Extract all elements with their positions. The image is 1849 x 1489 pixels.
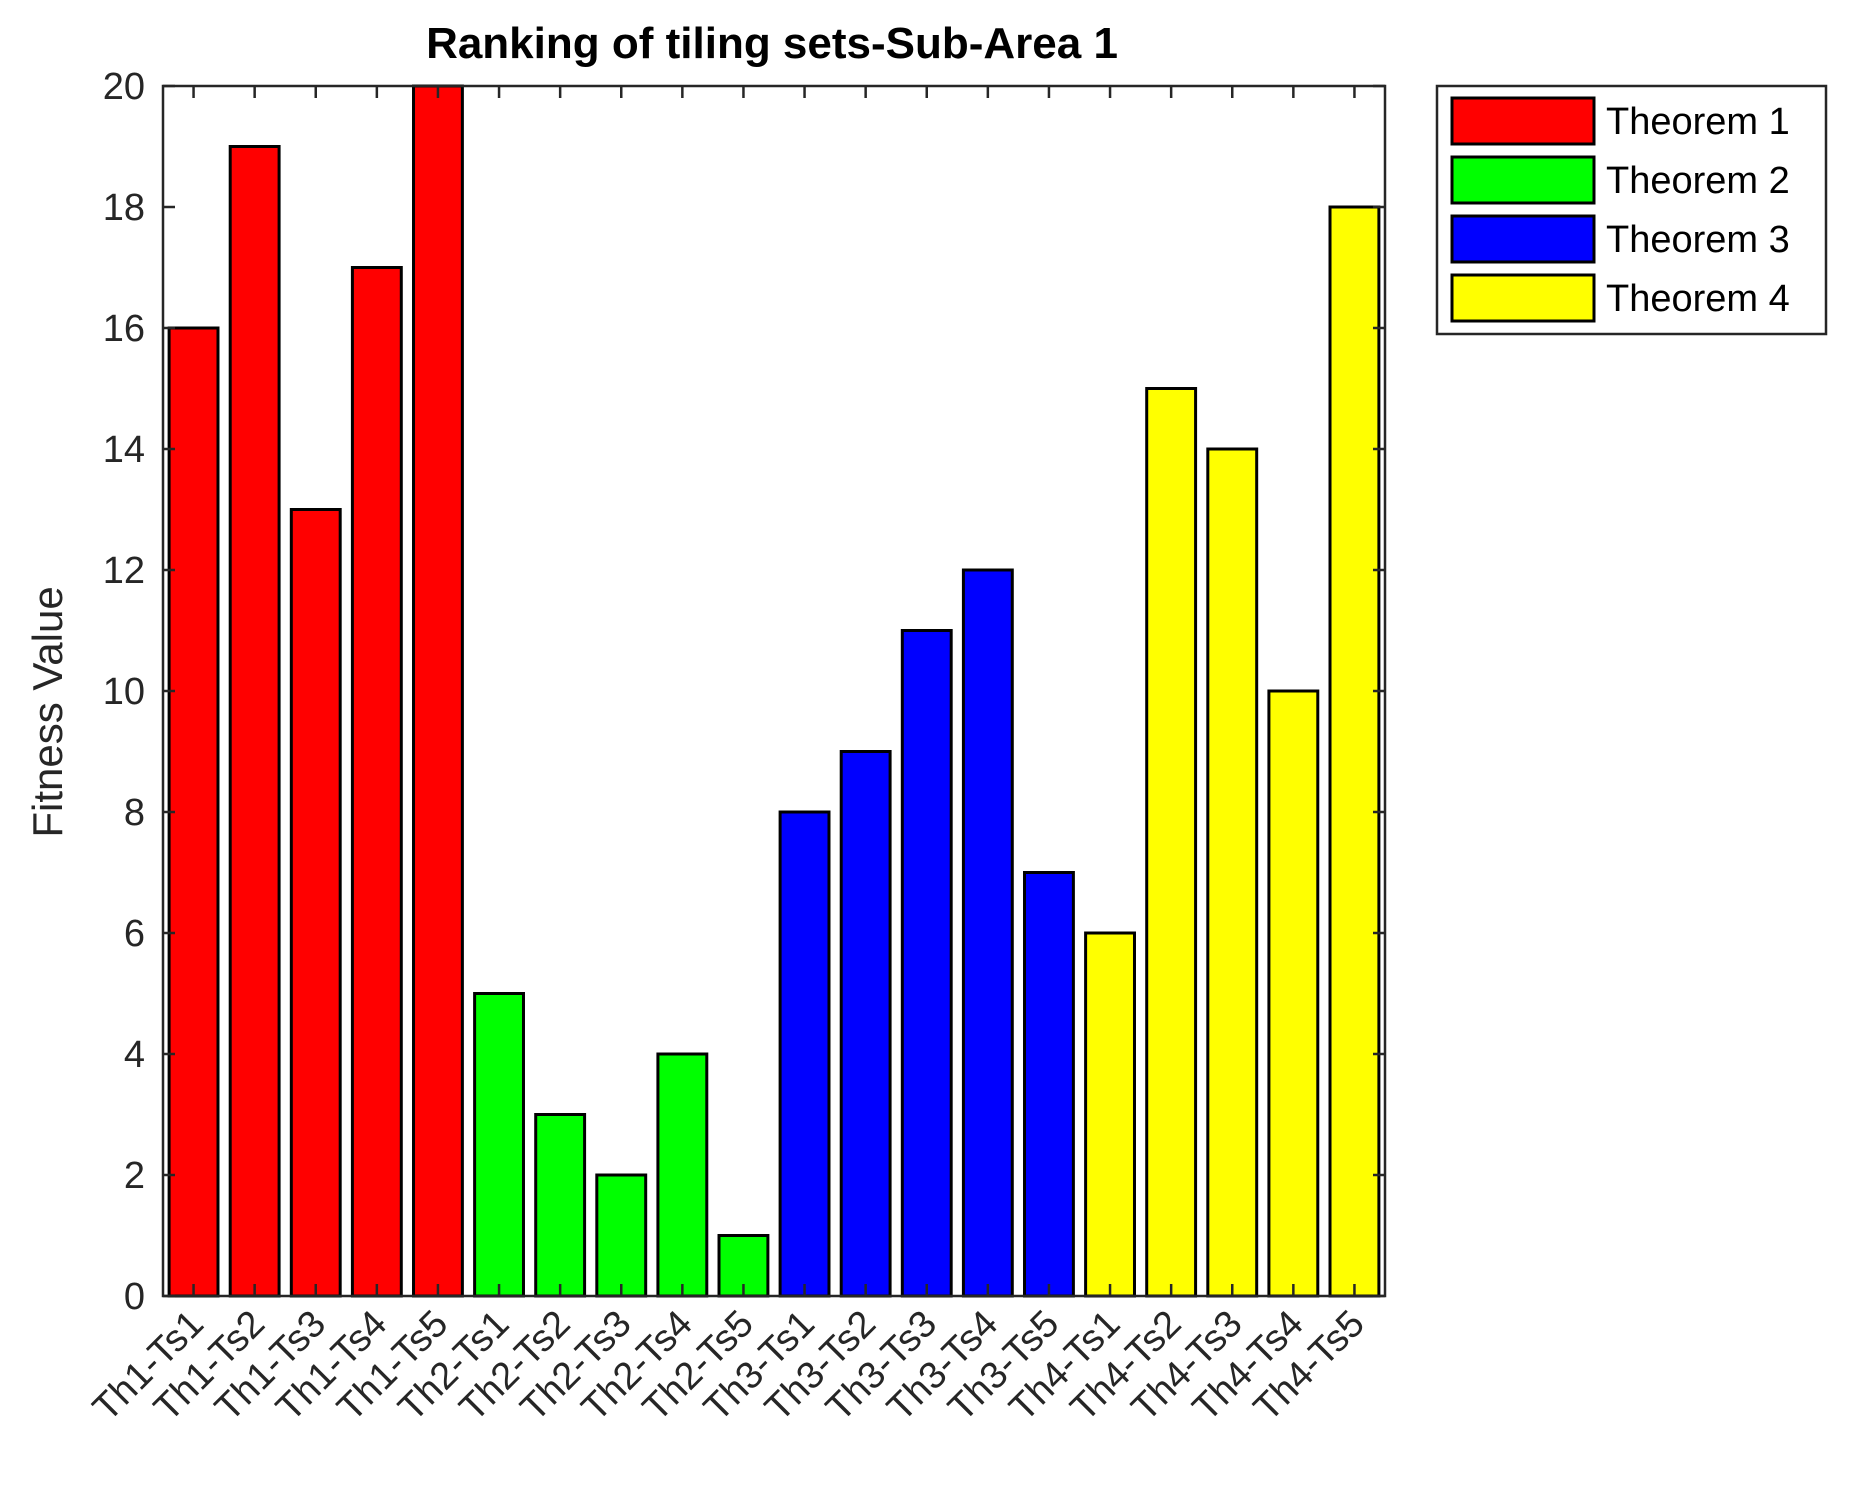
bar-th2-ts2 [534,1113,587,1298]
bar-th4-ts2 [1145,387,1198,1298]
y-tick-label: 20 [103,66,145,108]
legend-swatch [1450,214,1596,264]
bar-th1-ts5 [412,84,464,1298]
y-tick-label: 14 [103,429,145,471]
bar-th1-ts4 [350,266,403,1298]
y-tick-label: 4 [124,1034,145,1076]
bar-th1-ts1 [167,326,220,1298]
bar-th2-ts1 [473,992,525,1298]
bars-layer [167,84,1381,1298]
bar-th3-ts3 [900,629,953,1298]
bar-th4-ts1 [1084,931,1136,1298]
plot-frame [161,84,1387,1298]
y-tick-label: 0 [124,1276,145,1318]
y-tick-label: 12 [103,550,145,592]
bar-th1-ts3 [289,508,342,1298]
bar-th2-ts3 [595,1173,648,1298]
bar-th3-ts2 [839,750,892,1298]
y-tick-label: 8 [124,792,145,834]
bar-th2-ts4 [656,1052,709,1298]
y-axis-ticks: 0 2 4 6 8 10 12 14 16 18 20 [103,66,1385,1318]
chart-title: Ranking of tiling sets-Sub-Area 1 [426,19,1118,68]
y-axis-label: Fitness Value [24,586,71,837]
plot-axes [161,84,1387,1298]
y-tick-label: 10 [103,671,145,713]
bar-th3-ts1 [778,810,831,1298]
legend-swatch [1450,155,1596,205]
y-tick-label: 6 [124,913,145,955]
bar-th3-ts4 [961,568,1014,1298]
legend-label: Theorem 2 [1606,160,1790,202]
bar-th3-ts5 [1023,871,1075,1298]
y-tick-label: 18 [103,187,145,229]
y-tick-label: 2 [124,1155,145,1197]
bar-th4-ts4 [1267,689,1320,1298]
legend-label: Theorem 3 [1606,219,1790,261]
legend-label: Theorem 1 [1606,101,1790,143]
bar-th4-ts3 [1206,447,1259,1298]
y-tick-label: 16 [103,308,145,350]
bar-th4-ts5 [1328,205,1381,1298]
legend-label: Theorem 4 [1606,278,1790,320]
legend: Theorem 1 Theorem 2 Theorem 3 Theorem 4 [1435,84,1828,336]
legend-swatch [1450,273,1596,323]
legend-swatch [1450,96,1596,146]
bar-th1-ts2 [228,145,281,1298]
